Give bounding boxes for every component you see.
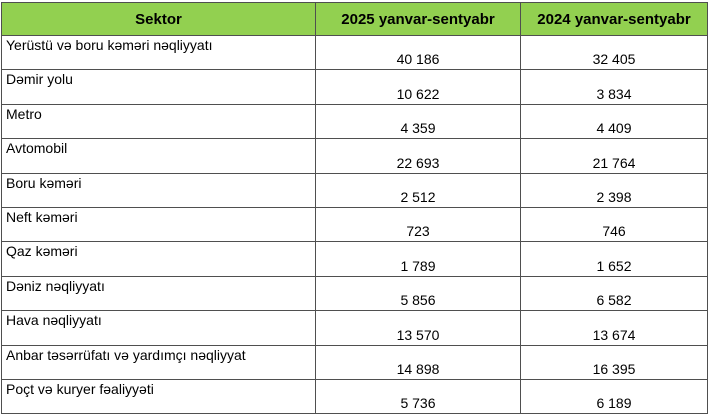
- sector-name: Dəniz nəqliyyatı: [1, 275, 316, 312]
- value-2024: 746: [520, 206, 708, 243]
- table-row: Dəmir yolu 10 622 3 834: [1, 69, 708, 105]
- table-row: Dəniz nəqliyyatı 5 856 6 582: [1, 275, 708, 312]
- value-2024: 32 405: [520, 34, 708, 71]
- value-2025: 5 736: [315, 378, 521, 414]
- value-2025: 13 570: [315, 310, 521, 346]
- value-2025: 5 856: [315, 275, 521, 312]
- header-2024: 2024 yanvar-sentyabr: [520, 2, 708, 36]
- value-2025: 14 898: [315, 344, 521, 380]
- value-2024: 3 834: [520, 69, 708, 105]
- sector-name: Yerüstü və boru kəməri nəqliyyatı: [1, 34, 316, 71]
- value-2024: 16 395: [520, 344, 708, 380]
- value-2025: 2 512: [315, 172, 521, 208]
- sector-name: Anbar təsərrüfatı və yardımçı nəqliyyat: [1, 344, 316, 380]
- sector-name: Poçt və kuryer fəaliyyəti: [1, 378, 316, 414]
- table-row: Hava nəqliyyatı 13 570 13 674: [1, 310, 708, 346]
- value-2024: 21 764: [520, 138, 708, 174]
- sector-name: Metro: [1, 103, 316, 140]
- value-2025: 40 186: [315, 34, 521, 71]
- value-2025: 4 359: [315, 103, 521, 140]
- table-row: Qaz kəməri 1 789 1 652: [1, 241, 708, 277]
- value-2025: 723: [315, 206, 521, 243]
- value-2024: 4 409: [520, 103, 708, 140]
- value-2025: 22 693: [315, 138, 521, 174]
- table-row: Metro 4 359 4 409: [1, 103, 708, 140]
- sector-name: Boru kəməri: [1, 172, 316, 208]
- value-2024: 1 652: [520, 241, 708, 277]
- header-sector: Sektor: [1, 2, 316, 36]
- table-row: Boru kəməri 2 512 2 398: [1, 172, 708, 208]
- value-2024: 13 674: [520, 310, 708, 346]
- sector-name: Neft kəməri: [1, 206, 316, 243]
- header-row: Sektor 2025 yanvar-sentyabr 2024 yanvar-…: [1, 2, 708, 36]
- header-2025: 2025 yanvar-sentyabr: [315, 2, 521, 36]
- value-2025: 10 622: [315, 69, 521, 105]
- table-row: Poçt və kuryer fəaliyyəti 5 736 6 189: [1, 378, 708, 414]
- sector-name: Dəmir yolu: [1, 69, 316, 105]
- sector-name: Hava nəqliyyatı: [1, 310, 316, 346]
- value-2025: 1 789: [315, 241, 521, 277]
- table-row: Neft kəməri 723 746: [1, 206, 708, 243]
- table-row: Avtomobil 22 693 21 764: [1, 138, 708, 174]
- sector-name: Avtomobil: [1, 138, 316, 174]
- value-2024: 2 398: [520, 172, 708, 208]
- sector-name: Qaz kəməri: [1, 241, 316, 277]
- table-row: Yerüstü və boru kəməri nəqliyyatı 40 186…: [1, 34, 708, 71]
- value-2024: 6 582: [520, 275, 708, 312]
- value-2024: 6 189: [520, 378, 708, 414]
- table-row: Anbar təsərrüfatı və yardımçı nəqliyyat …: [1, 344, 708, 380]
